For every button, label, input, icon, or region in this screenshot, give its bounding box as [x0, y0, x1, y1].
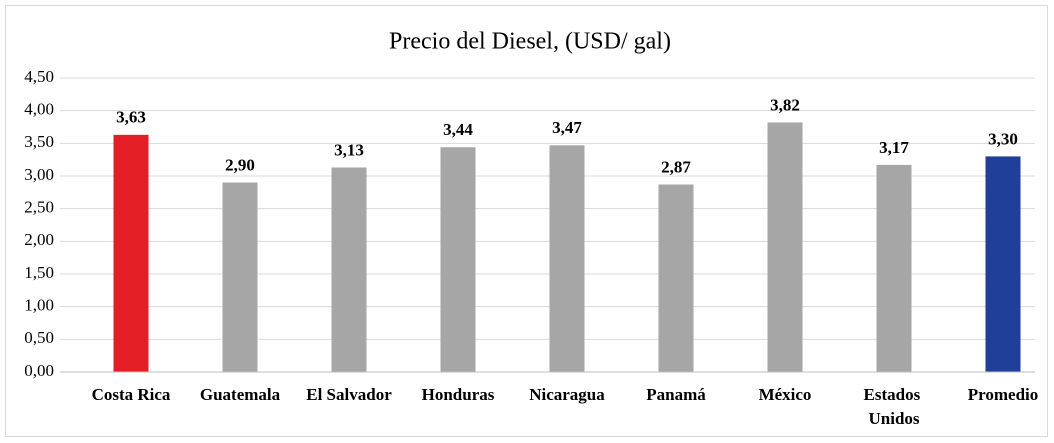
bar: [876, 164, 912, 372]
y-tick-label: 2,00: [24, 230, 54, 249]
y-tick-label: 1,50: [24, 263, 54, 282]
value-label: 3,30: [988, 129, 1018, 148]
y-tick-label: 4,00: [24, 100, 54, 119]
x-tick-label: Estados Unidos: [864, 385, 925, 428]
value-label: 3,82: [770, 95, 800, 114]
value-label: 3,13: [334, 140, 364, 159]
x-tick-label-line: Estados: [864, 385, 925, 404]
y-tick-label: 0,00: [24, 361, 54, 380]
y-tick-label: 3,50: [24, 132, 54, 151]
value-label: 3,44: [443, 120, 473, 139]
x-tick-label: Panamá: [646, 385, 706, 404]
value-label: 2,87: [661, 157, 691, 176]
y-tick-label: 3,00: [24, 165, 54, 184]
x-tick-label: Guatemala: [200, 385, 281, 404]
chart-title: Precio del Diesel, (USD/ gal): [389, 29, 671, 55]
bar: [222, 182, 258, 372]
chart-frame: [5, 5, 1048, 437]
bar: [985, 156, 1021, 372]
bar: [767, 122, 803, 372]
bar: [549, 145, 585, 372]
y-tick-label: 1,00: [24, 296, 54, 315]
bar: [331, 167, 367, 372]
x-tick-label: México: [759, 385, 812, 404]
x-tick-label: El Salvador: [306, 385, 392, 404]
y-tick-label: 4,50: [24, 67, 54, 86]
x-tick-label: Promedio: [968, 385, 1039, 404]
value-label: 2,90: [225, 155, 255, 174]
value-label: 3,63: [116, 108, 146, 127]
x-tick-label: Honduras: [422, 385, 495, 404]
bar: [440, 147, 476, 372]
x-tick-label: Nicaragua: [529, 385, 605, 404]
value-label: 3,47: [552, 118, 582, 137]
bar: [658, 184, 694, 372]
y-tick-label: 0,50: [24, 328, 54, 347]
value-label: 3,17: [879, 138, 909, 157]
bar: [113, 134, 149, 372]
y-tick-label: 2,50: [24, 198, 54, 217]
x-tick-label-line: Unidos: [868, 409, 919, 428]
x-tick-label: Costa Rica: [92, 385, 171, 404]
